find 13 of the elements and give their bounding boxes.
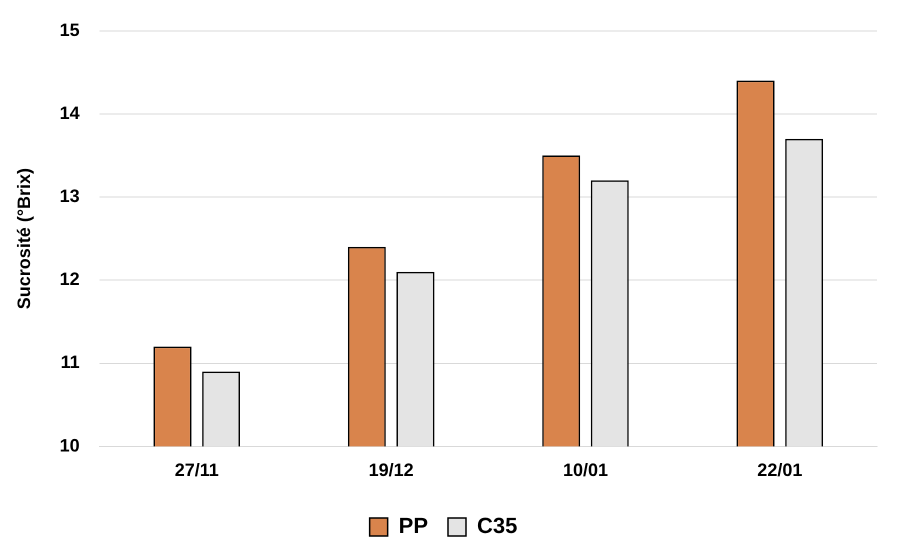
x-tick-label: 10/01: [562, 460, 608, 480]
y-tick-label: 15: [60, 20, 80, 40]
y-axis-title: Sucrosité (°Brix): [14, 168, 34, 310]
y-tick-label: 14: [60, 102, 80, 123]
x-tick-label: 22/01: [757, 460, 802, 480]
y-tick-label: 13: [60, 186, 80, 206]
y-tick-label: 10: [60, 435, 80, 456]
x-tick-label: 19/12: [368, 460, 414, 480]
y-tick-label: 11: [60, 352, 80, 372]
y-tick-label: 12: [60, 269, 80, 290]
legend-label: PP: [398, 513, 428, 538]
legend-label: C35: [476, 513, 518, 538]
x-tick-label: 27/11: [174, 460, 219, 480]
